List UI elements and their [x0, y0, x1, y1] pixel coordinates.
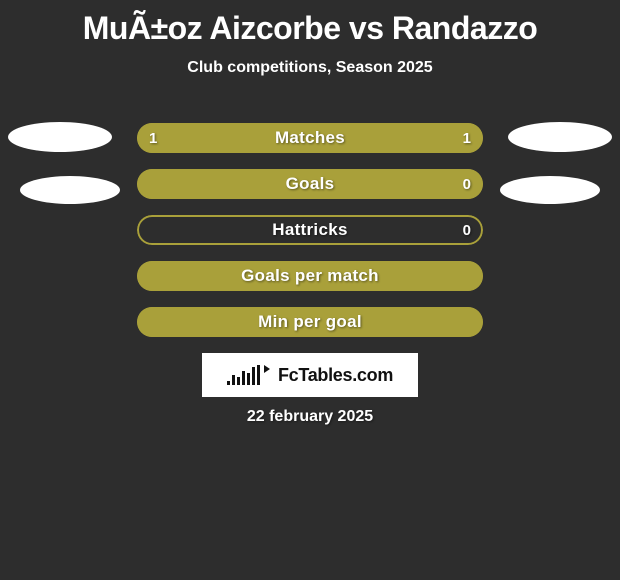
stat-label: Min per goal [137, 307, 483, 337]
logo-bar-segment [252, 367, 255, 385]
page-subtitle: Club competitions, Season 2025 [0, 59, 620, 77]
stat-label: Hattricks [137, 215, 483, 245]
stat-bar-row: 0Hattricks [137, 215, 483, 245]
stat-bar-row: 0Goals [137, 169, 483, 199]
logo-bar-segment [232, 375, 235, 385]
logo-text: FcTables.com [278, 365, 393, 386]
player-left-avatar [8, 122, 112, 152]
stat-label: Goals [137, 169, 483, 199]
logo-bar-segment [227, 381, 230, 385]
player-right-avatar-2 [500, 176, 600, 204]
logo-bar-segment [242, 371, 245, 385]
logo-chart-icon [227, 365, 260, 385]
stat-bar-row: 11Matches [137, 123, 483, 153]
logo-bar-segment [247, 373, 250, 385]
stat-label: Goals per match [137, 261, 483, 291]
stat-bar-row: Goals per match [137, 261, 483, 291]
stat-bar-row: Min per goal [137, 307, 483, 337]
player-left-avatar-2 [20, 176, 120, 204]
fctables-logo: FcTables.com [202, 353, 418, 397]
logo-bar-segment [257, 365, 260, 385]
footer-date: 22 february 2025 [0, 408, 620, 426]
logo-arrow-icon [264, 365, 270, 373]
stat-bars: 11Matches 0Goals 0Hattricks Goals per match… [137, 123, 483, 353]
stat-label: Matches [137, 123, 483, 153]
player-right-avatar [508, 122, 612, 152]
page-title: MuÃ±oz Aizcorbe vs Randazzo [0, 0, 620, 47]
logo-bar-segment [237, 377, 240, 385]
